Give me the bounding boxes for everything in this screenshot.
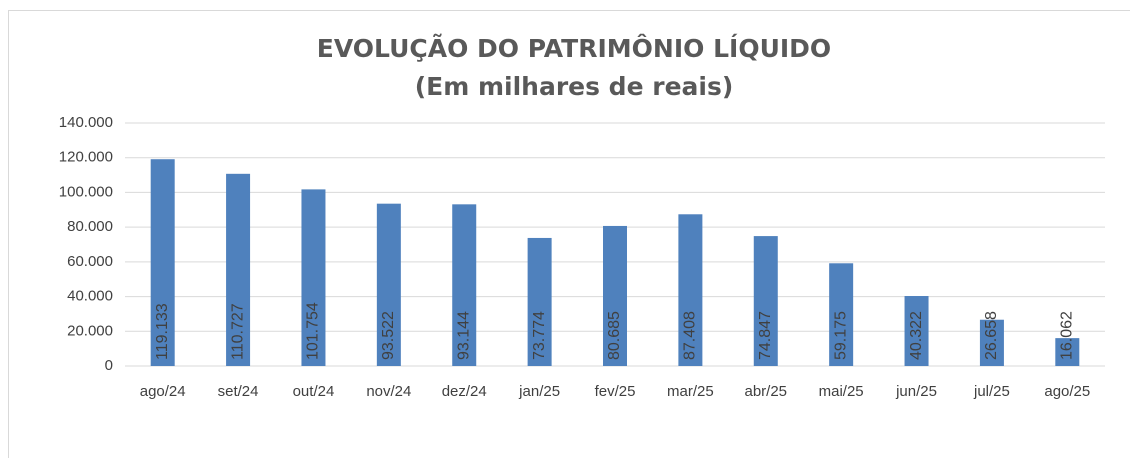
bar xyxy=(753,236,778,366)
y-tick-label: 0 xyxy=(105,357,113,374)
value-label: 119.133 xyxy=(154,303,171,360)
bar xyxy=(301,189,326,366)
x-tick-label: fev/25 xyxy=(595,383,636,400)
chart-subtitle: (Em milhares de reais) xyxy=(415,72,734,101)
y-tick-label: 140.000 xyxy=(59,114,113,131)
value-label: 16.062 xyxy=(1059,311,1076,360)
x-tick-label: mar/25 xyxy=(667,383,714,400)
value-label: 87.408 xyxy=(682,311,699,360)
bar xyxy=(226,173,251,366)
x-tick-label: mai/25 xyxy=(819,383,864,400)
x-tick-label: nov/24 xyxy=(366,383,411,400)
bar xyxy=(150,159,175,366)
bar xyxy=(904,296,929,366)
y-tick-label: 120.000 xyxy=(59,149,113,166)
chart-frame xyxy=(8,10,1130,458)
y-tick-label: 100.000 xyxy=(59,183,113,200)
y-tick-label: 40.000 xyxy=(67,288,113,305)
value-label: 110.727 xyxy=(229,303,246,360)
bar xyxy=(376,203,401,366)
x-tick-label: dez/24 xyxy=(442,383,487,400)
x-tick-label: ago/25 xyxy=(1044,383,1090,400)
bar xyxy=(527,237,552,366)
bar xyxy=(678,214,703,366)
x-tick-label: jan/25 xyxy=(518,383,560,400)
value-label: 93.522 xyxy=(380,311,397,360)
y-tick-label: 20.000 xyxy=(67,322,113,339)
value-label: 59.175 xyxy=(832,311,849,360)
x-tick-label: set/24 xyxy=(218,383,259,400)
value-label: 80.685 xyxy=(606,311,623,360)
value-label: 73.774 xyxy=(531,311,548,360)
value-label: 26.658 xyxy=(983,311,1000,360)
y-tick-label: 60.000 xyxy=(67,253,113,270)
y-tick-label: 80.000 xyxy=(67,218,113,235)
bar xyxy=(979,319,1004,366)
bar xyxy=(1055,338,1080,366)
x-tick-label: jul/25 xyxy=(973,383,1010,400)
x-tick-label: abr/25 xyxy=(744,383,787,400)
chart-title: EVOLUÇÃO DO PATRIMÔNIO LÍQUIDO xyxy=(317,33,831,63)
value-label: 101.754 xyxy=(305,302,322,360)
x-tick-label: out/24 xyxy=(293,383,335,400)
bar xyxy=(452,204,477,366)
value-label: 40.322 xyxy=(908,311,925,360)
x-tick-label: jun/25 xyxy=(895,383,937,400)
x-tick-label: ago/24 xyxy=(140,383,186,400)
value-label: 74.847 xyxy=(757,311,774,360)
value-label: 93.144 xyxy=(455,311,472,360)
bar xyxy=(603,225,627,366)
bar xyxy=(829,263,854,366)
